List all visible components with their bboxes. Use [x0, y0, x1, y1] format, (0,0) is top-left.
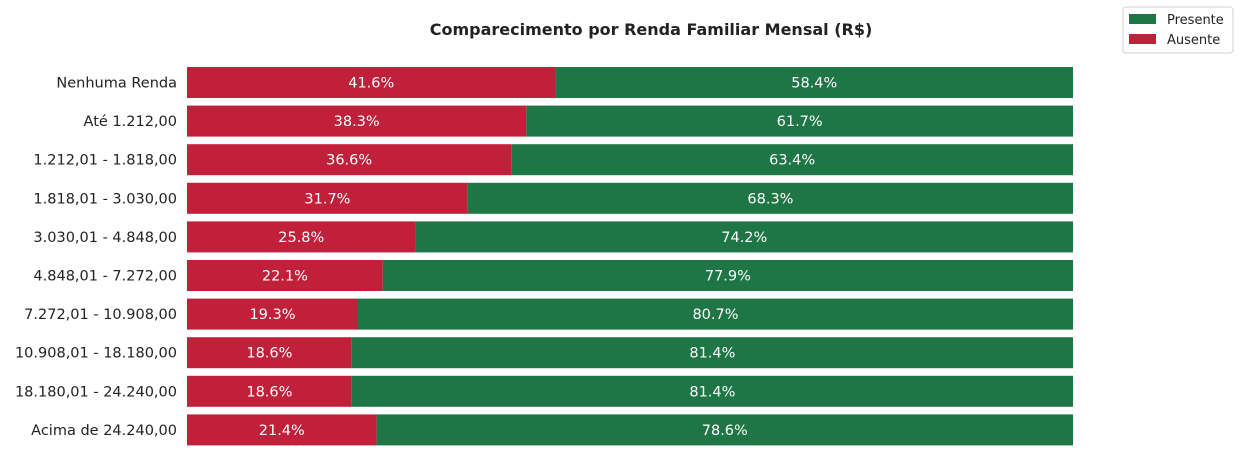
legend-swatch-ausente	[1129, 34, 1156, 44]
bar-presente-1	[526, 105, 1073, 137]
data-label-presente-6: 80.7%	[692, 307, 738, 323]
data-label-ausente-0: 41.6%	[348, 76, 394, 92]
bar-presente-6	[357, 298, 1073, 330]
data-label-ausente-1: 38.3%	[334, 114, 380, 130]
bar-presente-7	[351, 337, 1073, 369]
data-label-presente-4: 74.2%	[721, 230, 767, 246]
category-label-2: 1.212,01 - 1.818,00	[33, 153, 177, 169]
bar-ausente-4	[187, 221, 416, 253]
bar-ausente-8	[187, 375, 352, 407]
data-label-ausente-9: 21.4%	[259, 423, 305, 439]
data-label-ausente-5: 22.1%	[262, 269, 308, 285]
bar-ausente-0	[187, 67, 556, 98]
bar-presente-9	[376, 414, 1073, 446]
data-label-ausente-6: 19.3%	[249, 307, 295, 323]
data-label-presente-0: 58.4%	[791, 76, 837, 92]
data-label-ausente-7: 18.6%	[246, 346, 292, 362]
bars-layer: 41.6% 58.4% 38.3% 61.7% 36.6% 63.4% 31.7% 68.3%…	[187, 67, 1073, 446]
legend: Presente Ausente	[1122, 6, 1234, 54]
category-label-9: Acima de 24.240,00	[31, 423, 177, 439]
bar-ausente-2	[187, 144, 512, 176]
category-label-1: Até 1.212,00	[84, 114, 177, 130]
data-label-ausente-4: 25.8%	[278, 230, 324, 246]
bar-ausente-7	[187, 337, 352, 369]
bar-ausente-6	[187, 298, 358, 330]
data-label-presente-9: 78.6%	[702, 423, 748, 439]
category-label-5: 4.848,01 - 7.272,00	[33, 269, 177, 285]
category-label-3: 1.818,01 - 3.030,00	[33, 191, 177, 207]
bar-presente-0	[555, 67, 1073, 98]
data-label-ausente-3: 31.7%	[304, 191, 350, 207]
bar-ausente-3	[187, 182, 468, 214]
data-label-presente-7: 81.4%	[689, 346, 735, 362]
bar-ausente-9	[187, 414, 377, 446]
data-label-ausente-2: 36.6%	[326, 153, 372, 169]
bar-ausente-5	[187, 260, 383, 291]
data-label-ausente-8: 18.6%	[246, 384, 292, 400]
legend-swatch-presente	[1129, 14, 1156, 24]
category-label-6: 7.272,01 - 10.908,00	[24, 307, 177, 323]
category-label-4: 3.030,01 - 4.848,00	[33, 230, 177, 246]
bar-ausente-1	[187, 105, 527, 137]
legend-label-presente: Presente	[1167, 13, 1224, 28]
data-label-presente-8: 81.4%	[689, 384, 735, 400]
category-label-8: 18.180,01 - 24.240,00	[15, 384, 177, 400]
bar-presente-3	[467, 182, 1073, 214]
category-labels-layer: Nenhuma Renda Até 1.212,00 1.212,01 - 1.81…	[15, 76, 177, 439]
data-label-presente-5: 77.9%	[705, 269, 751, 285]
bar-presente-8	[351, 375, 1073, 407]
bar-presente-5	[382, 260, 1073, 291]
legend-label-ausente: Ausente	[1167, 33, 1220, 48]
category-label-7: 10.908,01 - 18.180,00	[15, 346, 177, 362]
data-label-presente-2: 63.4%	[769, 153, 815, 169]
data-label-presente-3: 68.3%	[747, 191, 793, 207]
bar-presente-4	[415, 221, 1073, 253]
chart-title: Comparecimento por Renda Familiar Mensal…	[430, 20, 873, 39]
category-label-0: Nenhuma Renda	[56, 76, 177, 92]
data-label-presente-1: 61.7%	[777, 114, 823, 130]
bar-presente-2	[511, 144, 1073, 176]
